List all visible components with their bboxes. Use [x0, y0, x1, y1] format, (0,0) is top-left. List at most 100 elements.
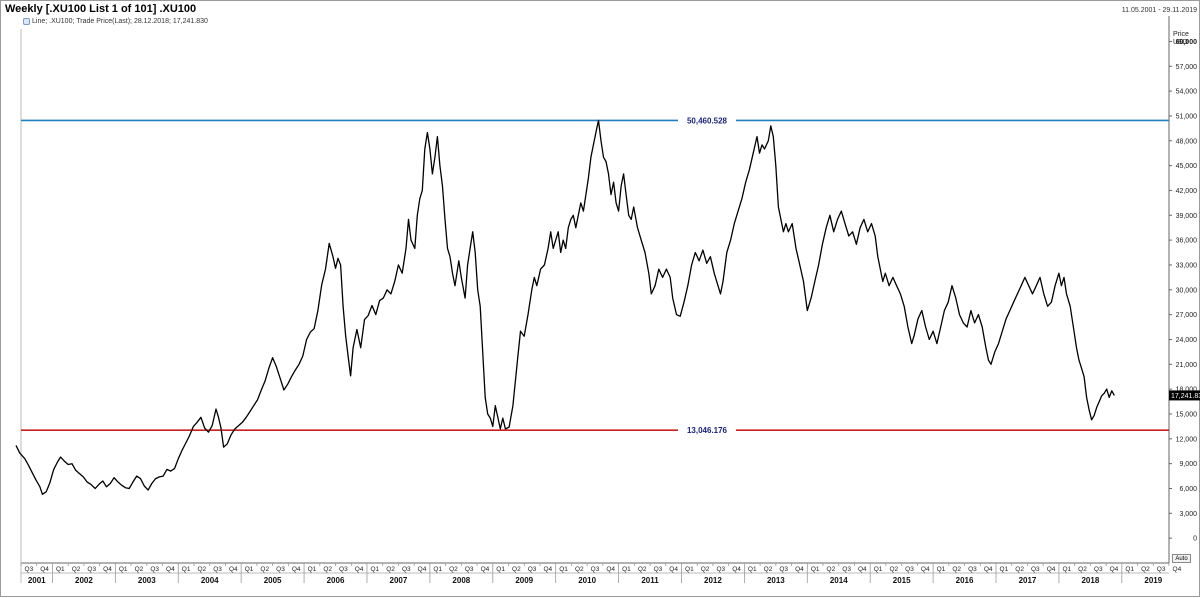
- x-quarter-label: Q4: [669, 566, 678, 573]
- y-tick-label: 39,000: [1176, 213, 1198, 220]
- x-quarter-label: Q3: [842, 566, 851, 573]
- x-quarter-label: Q4: [921, 566, 930, 573]
- y-tick-label: 51,000: [1176, 113, 1198, 120]
- x-quarter-label: Q2: [386, 566, 395, 573]
- x-quarter-label: Q1: [119, 566, 128, 573]
- x-quarter-label: Q3: [779, 566, 788, 573]
- x-quarter-label: Q4: [1047, 566, 1056, 573]
- legend[interactable]: Line; .XU100; Trade Price(Last); 28.12.2…: [23, 18, 208, 25]
- x-quarter-label: Q3: [1157, 566, 1166, 573]
- x-quarter-label: Q1: [56, 566, 65, 573]
- series-layer: [15, 119, 1115, 495]
- x-quarter-label: Q3: [402, 566, 411, 573]
- x-year-label: 2014: [830, 576, 848, 585]
- x-quarter-label: Q2: [135, 566, 144, 573]
- x-year-label: 2015: [893, 576, 911, 585]
- x-quarter-label: Q3: [276, 566, 285, 573]
- horizontal-levels[interactable]: [21, 119, 1169, 431]
- chart-title[interactable]: Weekly [.XU100 List 1 of 101] .XU100: [5, 3, 197, 15]
- y-tick-label: 0: [1193, 536, 1197, 543]
- x-quarter-label: Q4: [166, 566, 175, 573]
- x-quarter-label: Q3: [1094, 566, 1103, 573]
- y-tick-label: 36,000: [1176, 238, 1198, 245]
- x-quarter-label: Q2: [323, 566, 332, 573]
- x-quarter-label: Q2: [72, 566, 81, 573]
- x-quarter-label: Q2: [1141, 566, 1150, 573]
- x-year-label: 2013: [767, 576, 785, 585]
- x-quarter-label: Q2: [512, 566, 521, 573]
- support-label-bg: [678, 425, 736, 436]
- x-quarter-label: Q1: [937, 566, 946, 573]
- x-year-label: 2002: [75, 576, 93, 585]
- line-series-icon: [23, 18, 30, 25]
- x-quarter-label: Q3: [25, 566, 34, 573]
- x-quarter-label: Q2: [827, 566, 836, 573]
- x-quarter-label: Q4: [481, 566, 490, 573]
- resistance-label: 50,460.528: [687, 116, 728, 125]
- x-quarter-label: Q1: [559, 566, 568, 573]
- x-quarter-label: Q3: [905, 566, 914, 573]
- x-quarter-label: Q4: [355, 566, 364, 573]
- x-quarter-label: Q1: [433, 566, 442, 573]
- x-quarter-label: Q1: [496, 566, 505, 573]
- y-tick-label: 12,000: [1176, 436, 1198, 443]
- x-year-label: 2008: [452, 576, 470, 585]
- x-quarter-label: Q3: [528, 566, 537, 573]
- x-quarter-label: Q3: [716, 566, 725, 573]
- y-tick-label: 33,000: [1176, 262, 1198, 269]
- x-quarter-label: Q3: [465, 566, 474, 573]
- x-quarter-label: Q2: [701, 566, 710, 573]
- x-year-label: 2017: [1019, 576, 1037, 585]
- y-tick-label: 54,000: [1176, 89, 1198, 96]
- resistance-label-bg: [678, 115, 736, 126]
- y-tick-label: 15,000: [1176, 411, 1198, 418]
- x-quarter-label: Q3: [87, 566, 96, 573]
- x-quarter-label: Q1: [1125, 566, 1134, 573]
- x-quarter-label: Q4: [1173, 566, 1182, 573]
- legend-text: Line; .XU100; Trade Price(Last); 28.12.2…: [32, 18, 208, 25]
- x-quarter-label: Q3: [213, 566, 222, 573]
- x-quarter-label: Q4: [606, 566, 615, 573]
- x-quarter-label: Q1: [182, 566, 191, 573]
- title-bar: Weekly [.XU100 List 1 of 101] .XU100 11.…: [1, 1, 1199, 16]
- x-quarter-label: Q1: [874, 566, 883, 573]
- y-tick-label: 45,000: [1176, 163, 1198, 170]
- x-quarter-label: Q4: [732, 566, 741, 573]
- x-year-label: 2012: [704, 576, 722, 585]
- x-year-label: 2019: [1144, 576, 1162, 585]
- x-quarter-label: Q4: [229, 566, 238, 573]
- price-series-line[interactable]: [15, 119, 1115, 495]
- y-tick-label: 60,000: [1176, 39, 1198, 46]
- y-tick-label: 42,000: [1176, 188, 1198, 195]
- x-quarter-label: Q3: [150, 566, 159, 573]
- y-tick-label: 9,000: [1179, 461, 1197, 468]
- x-quarter-label: Q1: [245, 566, 254, 573]
- x-quarter-label: Q1: [308, 566, 317, 573]
- auto-scale-button[interactable]: Auto: [1172, 554, 1191, 563]
- x-quarter-label: Q4: [858, 566, 867, 573]
- x-year-label: 2006: [327, 576, 345, 585]
- x-quarter-label: Q4: [795, 566, 804, 573]
- x-quarter-label: Q1: [748, 566, 757, 573]
- x-quarter-label: Q4: [1110, 566, 1119, 573]
- x-quarter-label: Q4: [543, 566, 552, 573]
- x-quarter-label: Q1: [685, 566, 694, 573]
- x-quarter-label: Q1: [1000, 566, 1009, 573]
- y-axis-header-currency: USD: [1173, 39, 1188, 46]
- x-quarter-label: Q1: [811, 566, 820, 573]
- x-quarter-label: Q3: [1031, 566, 1040, 573]
- x-quarter-label: Q2: [889, 566, 898, 573]
- x-year-label: 2004: [201, 576, 219, 585]
- last-price-label: 17,241.83: [1171, 393, 1200, 400]
- x-quarter-label: Q2: [638, 566, 647, 573]
- x-quarter-label: Q2: [1078, 566, 1087, 573]
- x-quarter-label: Q1: [1062, 566, 1071, 573]
- y-axis-header-price: Price: [1173, 31, 1189, 38]
- x-quarter-label: Q2: [764, 566, 773, 573]
- y-tick-label: 24,000: [1176, 337, 1198, 344]
- x-year-label: 2003: [138, 576, 156, 585]
- y-tick-label: 21,000: [1176, 362, 1198, 369]
